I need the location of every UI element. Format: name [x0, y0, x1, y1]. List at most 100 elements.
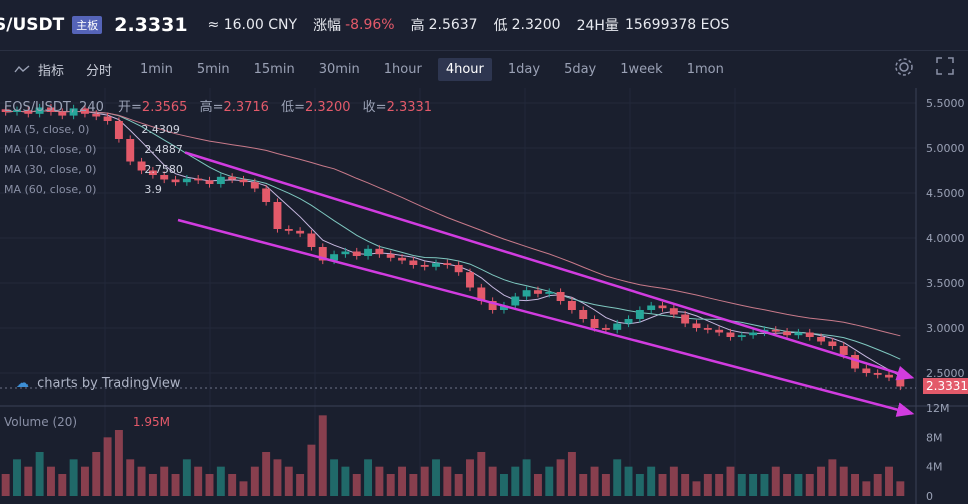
volume-bar [488, 466, 497, 496]
volume-value: 1.95M [132, 415, 170, 429]
volume-bar [137, 466, 146, 496]
volume-bar [1, 474, 10, 496]
indicators-label: 指标 [38, 63, 65, 79]
candle-body [250, 182, 259, 189]
candle-body [341, 251, 350, 255]
candle-body [828, 341, 837, 346]
volume-bar [307, 444, 316, 496]
candle-body [873, 373, 882, 375]
volume-label: Volume (20) [4, 415, 78, 429]
candle-body [658, 305, 667, 309]
volume-bar [420, 466, 429, 496]
volume-bar [273, 459, 282, 496]
candle-body [601, 328, 610, 330]
candle-body [58, 112, 67, 116]
ma10-line [5, 110, 901, 360]
candle-body [398, 257, 407, 261]
volume-bar [681, 474, 690, 496]
volume-bar [409, 474, 418, 496]
volume-bar [862, 481, 871, 496]
candle-body [749, 332, 758, 336]
volume-tick-label: 4M [926, 461, 943, 474]
candle-body [567, 301, 576, 310]
timeframe-list: 1min 5min 15min 30min 1hour 4hour 1day 5day 1wee… [132, 57, 740, 81]
volume-bar [262, 452, 271, 496]
candle-body [92, 113, 101, 117]
low-label: 低 [493, 18, 508, 34]
candle-body [171, 179, 180, 183]
volume-bar [647, 466, 656, 496]
volume-bar [590, 466, 599, 496]
timeframe-tab-4hour[interactable]: 4hour [437, 57, 492, 81]
volume-bar [182, 459, 191, 496]
volume-bar [364, 459, 373, 496]
timeframe-tab-5day[interactable]: 5day [564, 61, 597, 77]
timeframe-tab-1min[interactable]: 1min [140, 61, 173, 77]
volume-bar [817, 466, 826, 496]
volume-bar [239, 481, 248, 496]
gear-icon[interactable] [894, 57, 914, 77]
volume-bar [216, 466, 225, 496]
high-value: 2.5637 [428, 17, 478, 33]
volume-bar [613, 459, 622, 496]
timeframe-tab-15min[interactable]: 15min [253, 61, 295, 77]
volume-bar [794, 474, 803, 496]
candle-body [182, 178, 191, 183]
watermark-label: charts by TradingView [37, 376, 181, 391]
volume-tick-label: 8M [926, 431, 943, 444]
volume-bar [69, 459, 78, 496]
high-label: 高 [410, 18, 425, 34]
volume-bar [545, 466, 554, 496]
candle-body [488, 301, 497, 310]
tradingview-watermark[interactable]: ☁ charts by TradingView [16, 376, 180, 391]
volume-tick-label: 0 [926, 490, 933, 503]
pair-name: S/USDT [0, 15, 65, 35]
volume-bar [715, 474, 724, 496]
candle-body [205, 180, 214, 184]
candle-body [737, 335, 746, 337]
volume-bar [80, 466, 89, 496]
candle-body [545, 292, 554, 294]
ma10-value: 2.4887 [144, 143, 183, 156]
volume-bar [454, 474, 463, 496]
ma5-label: MA (5, close, 0) [4, 123, 90, 136]
timeframe-tab-30min[interactable]: 30min [318, 61, 360, 77]
candle-body [35, 107, 44, 114]
candle-body [160, 175, 169, 180]
fullscreen-icon[interactable] [936, 57, 954, 75]
channel-lower-arrow [177, 218, 915, 417]
timeshare-button[interactable]: 分时 [86, 63, 113, 79]
candle-body [703, 328, 712, 330]
price-chart[interactable]: 5.5000 5.0000 4.5000 4.0000 3.5000 3.0000 2.50… [0, 88, 968, 504]
volume-bar [386, 474, 395, 496]
volume-bar [703, 474, 712, 496]
volume-bar [330, 459, 339, 496]
indicators-button[interactable]: 指标 [14, 60, 64, 79]
volume-bar [669, 466, 678, 496]
open-value: 2.3565 [141, 100, 188, 115]
volume-bar [499, 474, 508, 496]
timeframe-tab-1week[interactable]: 1week [620, 61, 663, 77]
timeframe-tab-5min[interactable]: 5min [196, 61, 230, 77]
candle-body [330, 254, 339, 261]
timeframe-tab-1mon[interactable]: 1mon [686, 61, 724, 77]
price-tick-label: 5.5000 [926, 97, 965, 110]
candle-body [148, 170, 157, 175]
timeframe-tab-1day[interactable]: 1day [507, 61, 541, 77]
timeframe-tab-1hour[interactable]: 1hour [383, 61, 422, 77]
candle-body [590, 319, 599, 328]
volume-bar [522, 459, 531, 496]
header-bar: S/USDT 主板 2.3331 ≈ 16.00 CNY 涨幅 -8.96% 高… [0, 0, 968, 50]
volume-bar [35, 452, 44, 496]
candle-body [613, 323, 622, 330]
toolbar-right [894, 57, 954, 77]
volume-bar [556, 459, 565, 496]
candle-body [624, 319, 633, 324]
volume-bar [783, 474, 792, 496]
candle-body [885, 374, 893, 378]
volume-bar [443, 466, 452, 496]
volume-bar [352, 474, 361, 496]
candle-body [692, 323, 701, 328]
change-value: -8.96% [345, 17, 395, 33]
price-tick-label: 3.0000 [926, 322, 965, 335]
